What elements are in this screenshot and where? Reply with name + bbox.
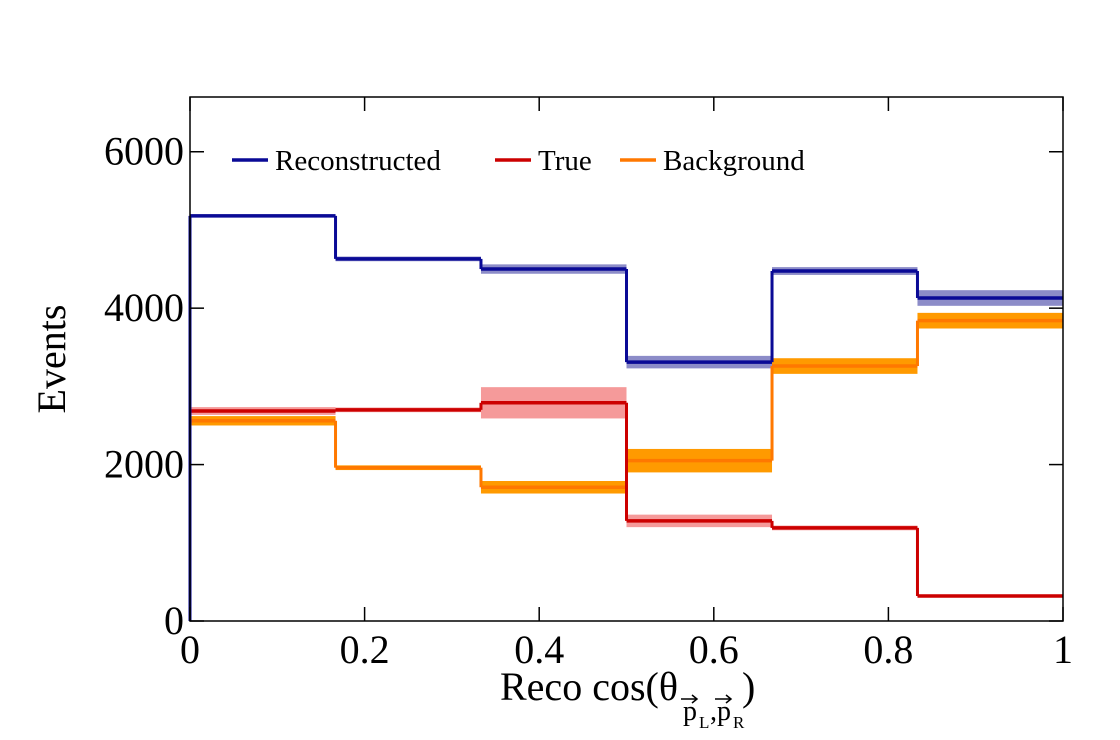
y-tick-label: 2000 — [104, 442, 184, 487]
x-axis-label: Reco cos(θ p L , p R ) — [500, 664, 755, 732]
y-tick-label: 0 — [164, 598, 184, 643]
plot-frame — [189, 96, 1064, 622]
y-tick-label: 4000 — [104, 285, 184, 330]
x-label-sub: , — [710, 696, 717, 727]
x-tick-label: 1 — [1053, 627, 1073, 672]
x-label-sub: R — [733, 713, 745, 732]
legend-entry: Reconstructed — [232, 145, 441, 177]
x-label-sub: L — [699, 713, 709, 732]
y-tick-label: 6000 — [104, 129, 184, 174]
x-label-sub: p — [717, 696, 731, 727]
x-label-main: ) — [742, 664, 755, 709]
x-tick-label: 0.8 — [863, 627, 913, 672]
x-tick-label: 0.4 — [514, 627, 564, 672]
x-tick-label: 0.6 — [689, 627, 739, 672]
y-axis-label: Events — [29, 305, 74, 414]
legend-entry: Background — [620, 145, 805, 177]
x-tick-label: 0 — [180, 627, 200, 672]
legend-entry: True — [495, 145, 592, 177]
legend-label: Background — [663, 145, 805, 177]
x-label-main: Reco cos(θ — [500, 664, 678, 709]
legend-label: Reconstructed — [275, 145, 441, 177]
x-tick-label: 0.2 — [340, 627, 390, 672]
legend-label: True — [538, 145, 592, 177]
vector-arrows — [681, 694, 733, 704]
x-label-sub: p — [683, 696, 697, 727]
